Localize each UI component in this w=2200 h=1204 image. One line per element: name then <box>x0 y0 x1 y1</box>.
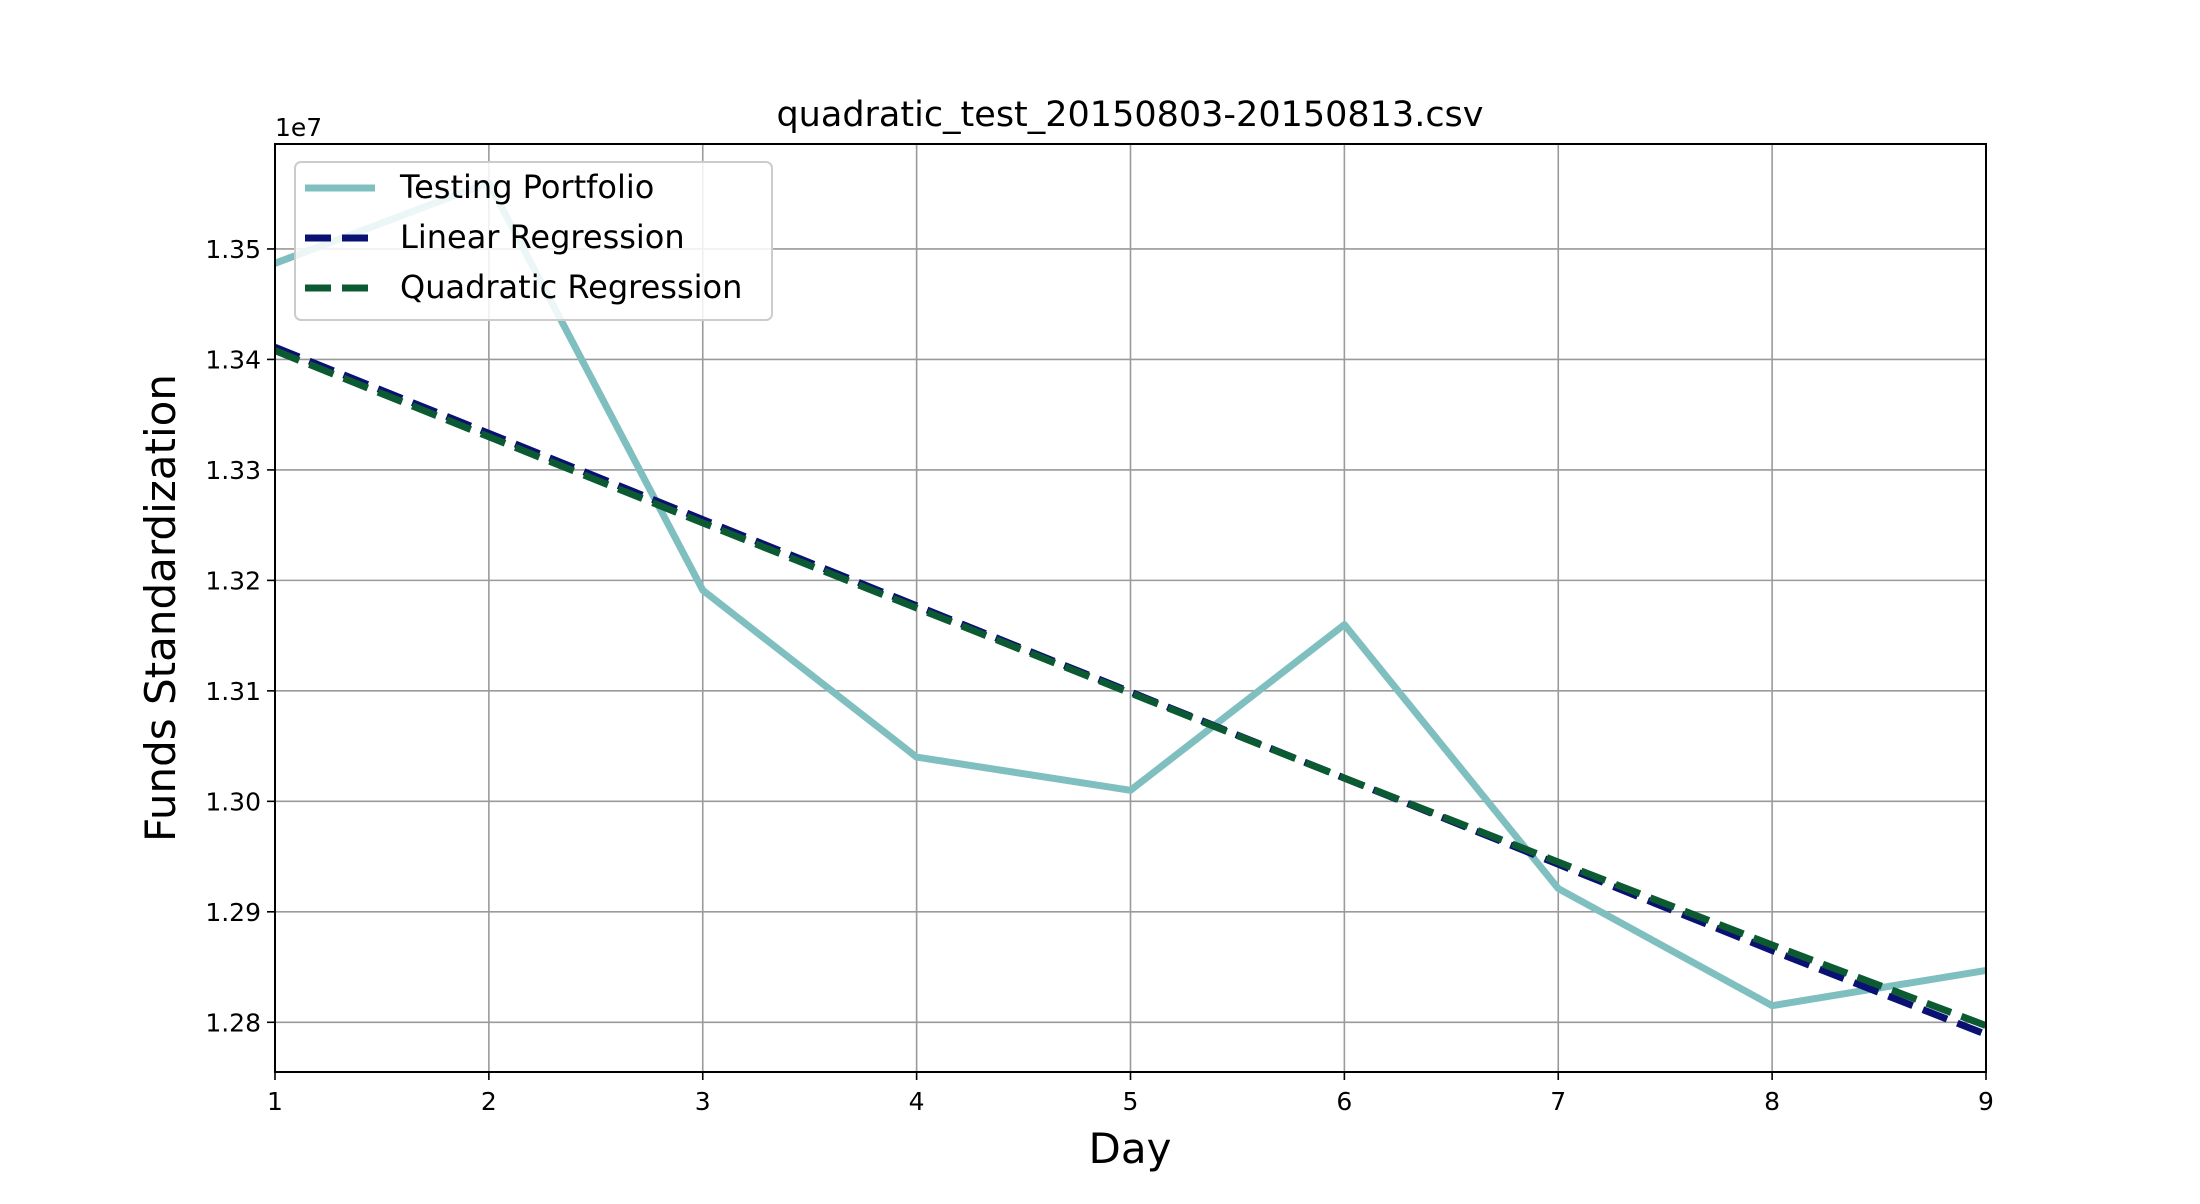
legend-box <box>294 161 773 321</box>
y-tick-label: 1.32 <box>205 566 261 595</box>
chart-title: quadratic_test_20150803-20150813.csv <box>776 95 1483 135</box>
y-tick-label: 1.35 <box>205 235 261 264</box>
x-axis-label: Day <box>1089 1124 1172 1173</box>
y-tick-label: 1.30 <box>205 787 261 816</box>
y-tick-label: 1.28 <box>205 1008 261 1037</box>
x-tick-label: 4 <box>909 1087 925 1116</box>
y-axis-label: Funds Standardization <box>136 374 185 842</box>
legend-label: Testing Portfolio <box>399 168 654 206</box>
y-tick-label: 1.33 <box>205 456 261 485</box>
legend-label: Quadratic Regression <box>400 268 742 306</box>
x-tick-label: 2 <box>481 1087 497 1116</box>
x-tick-label: 8 <box>1764 1087 1780 1116</box>
legend-label: Linear Regression <box>400 218 685 256</box>
x-tick-label: 5 <box>1123 1087 1139 1116</box>
legend-items: Testing Portfolio Linear Regression Quadra… <box>305 168 742 306</box>
y-tick-label: 1.34 <box>205 345 261 374</box>
ticks: 1 2 3 4 5 6 7 8 9 1.28 1.29 1.30 1.31 1.32 1.33 1.34 1.3… <box>205 235 1994 1116</box>
legend: Testing Portfolio Linear Regression Quadra… <box>294 161 773 321</box>
y-tick-label: 1.31 <box>205 677 261 706</box>
y-tick-label: 1.29 <box>205 898 261 927</box>
series-line-quadratic-regression <box>275 347 1986 1029</box>
x-tick-label: 9 <box>1978 1087 1994 1116</box>
x-tick-label: 7 <box>1550 1087 1566 1116</box>
x-tick-label: 3 <box>695 1087 711 1116</box>
y-axis-offset-label: 1e7 <box>275 113 322 142</box>
x-tick-label: 6 <box>1336 1087 1352 1116</box>
x-tick-label: 1 <box>267 1087 283 1116</box>
